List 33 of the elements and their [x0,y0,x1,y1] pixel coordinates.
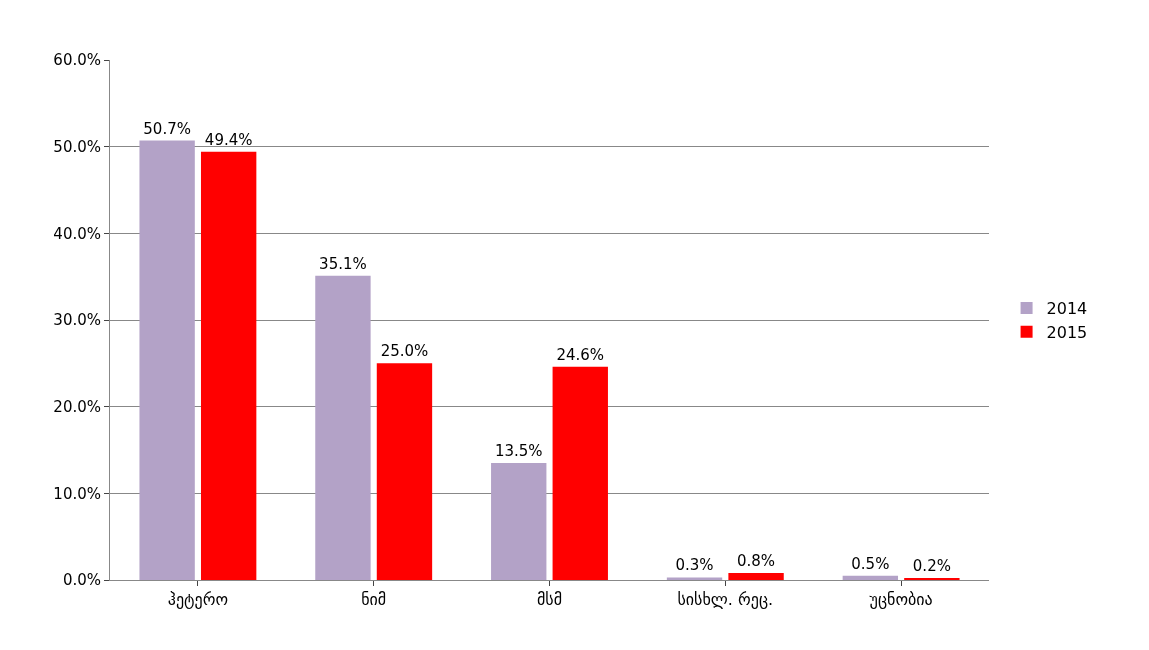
y-tick-label: 60.0% [53,51,101,70]
data-label: 50.7% [143,119,191,138]
legend-label: 2015 [1046,322,1088,342]
bar [552,366,608,580]
x-tick-label: ჰეტერო [167,590,228,610]
data-label: 0.8% [737,552,776,571]
bar [666,577,723,580]
data-label: 24.6% [556,345,605,364]
x-tick-label: მსმ [536,590,563,610]
bar [376,363,433,580]
bar [491,463,547,580]
bar [842,575,899,580]
data-label: 13.5% [494,442,543,460]
y-tick-label: 0.0% [62,571,101,590]
data-label: 25.0% [380,342,429,361]
y-tick-label: 10.0% [53,484,101,503]
x-tick-label: სისხლ. რეც. [677,590,774,610]
data-label: 0.5% [851,554,890,573]
legend-label: 2014 [1046,299,1088,319]
data-label: 0.2% [912,557,951,575]
bar [200,151,257,580]
data-label: 49.4% [204,130,253,149]
y-tick-label: 30.0% [53,311,101,330]
bar [139,140,195,580]
x-tick-label: ნიმ [361,590,387,610]
y-tick-label: 50.0% [53,137,101,156]
data-label: 0.3% [675,556,714,575]
y-tick-label: 20.0% [53,397,101,416]
x-tick-label: უცნობია [869,590,933,610]
data-label: 35.1% [319,254,367,273]
bar [315,275,371,580]
bar [728,573,784,580]
y-tick-label: 40.0% [53,224,101,243]
